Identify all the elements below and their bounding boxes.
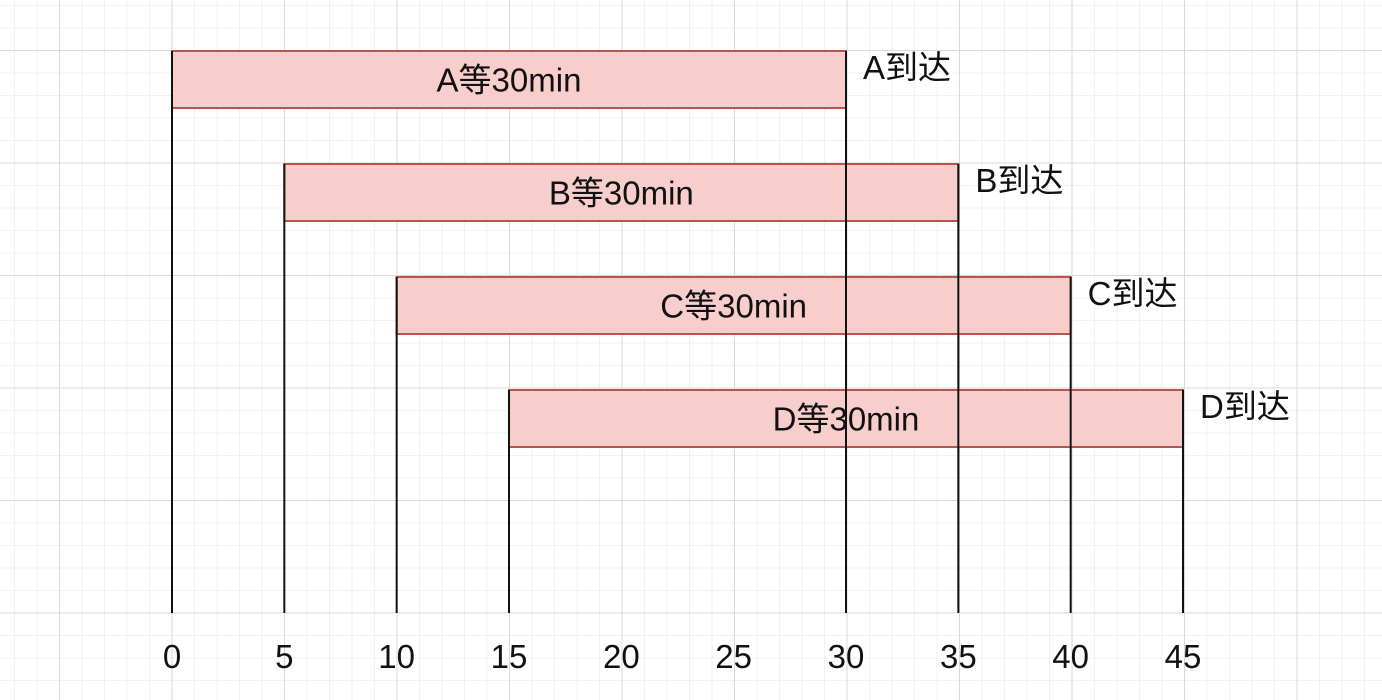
x-tick-label: 30 (828, 638, 865, 675)
arrival-label: D到达 (1200, 388, 1290, 425)
x-tick-label: 15 (491, 638, 528, 675)
arrival-label: B到达 (975, 162, 1063, 199)
x-tick-label: 0 (163, 638, 181, 675)
bar-label: B等30min (549, 175, 694, 212)
x-tick-label: 5 (275, 638, 293, 675)
x-tick-label: 25 (715, 638, 752, 675)
bar-label: C等30min (660, 288, 807, 325)
x-tick-label: 10 (378, 638, 415, 675)
arrival-label: C到达 (1088, 275, 1178, 312)
arrival-label: A到达 (863, 49, 951, 86)
bar-label: D等30min (773, 401, 920, 438)
wait-bar (171, 50, 847, 109)
bar-label: A等30min (437, 62, 582, 99)
x-tick-label: 35 (940, 638, 977, 675)
x-tick-label: 45 (1165, 638, 1202, 675)
x-tick-label: 40 (1052, 638, 1089, 675)
x-tick-label: 20 (603, 638, 640, 675)
